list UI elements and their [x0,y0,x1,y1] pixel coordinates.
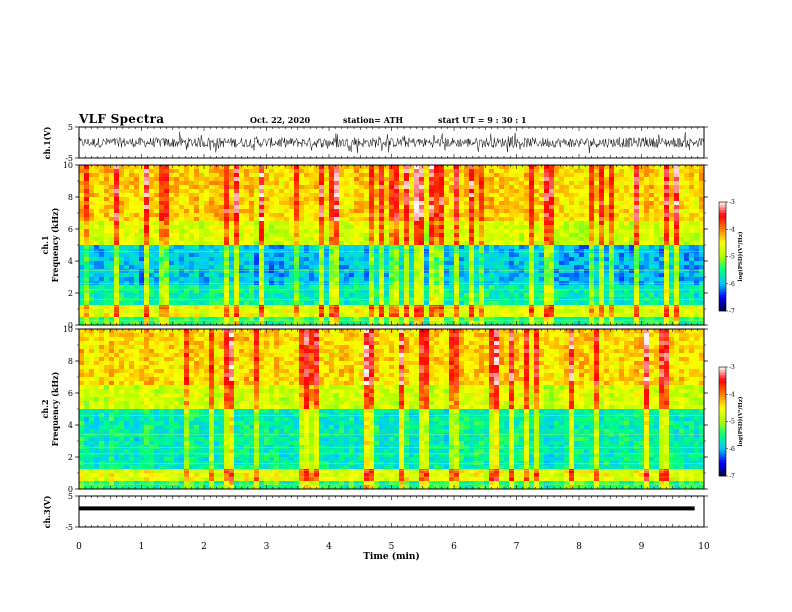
y-tick-label: 10 [63,325,73,334]
colorbar-tick-label: -3 [729,364,735,371]
y-tick-label: 8 [68,193,73,202]
x-tick-label: 10 [698,542,710,552]
spectrogram-cells [79,165,705,326]
ch2-freq-label-1: ch.2 [40,399,50,418]
x-tick-label: 9 [639,542,645,552]
y-tick-label: -5 [65,523,73,532]
ch3-trace [79,506,695,511]
y-tick-label: 0 [68,485,73,494]
panel-frame [78,126,705,159]
ch3-volt-label: ch.3(V) [42,495,52,528]
y-tick-label: 0 [68,321,73,330]
waveform-ch1: 5 -5 [65,123,708,163]
x-tick-label: 4 [326,542,332,552]
colorbar-tick-label: -5 [729,254,735,261]
y-tick-label: 10 [63,161,73,170]
x-tick-label: 2 [201,542,207,552]
colorbar-tick-label: -5 [729,419,735,426]
y-tick-label: 5 [68,123,73,132]
x-tick-label: 5 [389,542,395,552]
colorbar-tick-label: -6 [729,281,735,288]
x-tick-label: 8 [576,542,582,552]
x-tick-label: 6 [451,542,457,552]
x-tick-label: 0 [76,542,82,552]
ch2-freq-label-2: Frequency (kHz) [50,371,60,446]
spectrogram-ch1: 0 2 4 6 8 10 [63,161,708,330]
x-tick-label: 7 [514,542,520,552]
panel-frame [78,495,705,528]
ch1-trace [78,131,705,154]
colorbar-ch1: -3 -4 -5 -6 -7 log(PSD)(V²/Hz) [718,199,744,315]
colorbar-tick-label: -7 [729,308,735,315]
start-time-label: start UT = 9 : 30 : 1 [438,115,527,125]
x-tick-label: 3 [264,542,270,552]
figure-title: VLF Spectra [79,112,165,126]
colorbar-label: log(PSD)(V²/Hz) [737,231,744,281]
ch1-freq-label-2: Frequency (kHz) [50,207,60,282]
y-tick-label: 8 [68,357,73,366]
colorbar-ch2: -3 -4 -5 -6 -7 log(PSD)(V²/Hz) [718,364,744,480]
date-label: Oct. 22, 2020 [250,115,311,125]
colorbar-tick-label: -3 [729,199,735,206]
y-tick-label: 5 [68,492,73,501]
colorbar-tick-label: -7 [729,473,735,480]
x-axis-label: Time (min) [363,551,420,562]
y-tick-label: 4 [68,421,73,430]
colorbar-tick-label: -4 [729,226,735,233]
waveform-ch3: 5 -5 [65,492,708,532]
spectrogram-ch2: 0 2 4 6 8 10 [63,325,708,494]
station-label: station= ATH [343,115,404,125]
y-tick-label: -5 [65,154,73,163]
y-tick-label: 2 [68,453,73,462]
ch1-freq-label-1: ch.1 [40,235,50,254]
y-tick-label: 4 [68,257,73,266]
spectrogram-cells [79,329,705,490]
colorbar-label: log(PSD)(V²/Hz) [737,396,744,446]
ch1-volt-label: ch.1(V) [42,126,52,159]
colorbar-tick-label: -6 [729,446,735,453]
x-tick-label: 1 [139,542,145,552]
x-axis: 0 1 2 3 4 5 6 7 8 9 10 Time (min) [76,542,710,562]
colorbar-tick-label: -4 [729,391,735,398]
y-tick-label: 6 [68,225,73,234]
y-tick-label: 6 [68,389,73,398]
y-tick-label: 2 [68,289,73,298]
